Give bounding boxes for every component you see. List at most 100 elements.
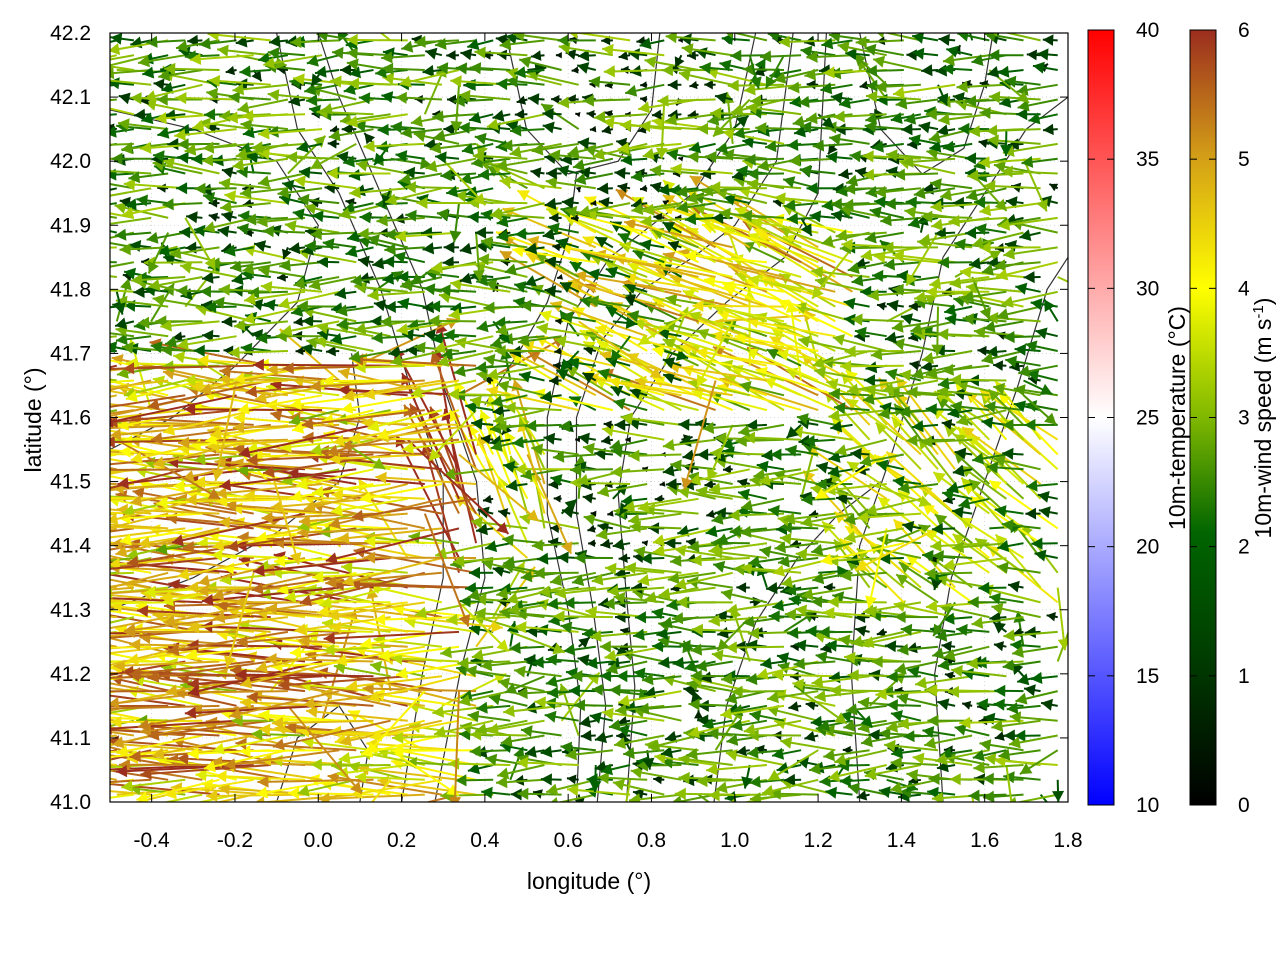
- wind-vector: [458, 690, 511, 707]
- wind-vector-head: [28, 590, 39, 602]
- wind-vector-head: [147, 670, 160, 683]
- wind-vector-head: [1030, 671, 1043, 684]
- wind-vector-head: [58, 370, 70, 382]
- wind-vector: [695, 659, 733, 672]
- wind-vector: [110, 660, 186, 676]
- wind-vector-head: [726, 734, 739, 746]
- wind-vector: [889, 778, 939, 794]
- wind-vector-head: [935, 753, 948, 765]
- wind-vector-head: [1019, 763, 1033, 775]
- wind-vector: [605, 660, 648, 675]
- wind-vector-head: [271, 716, 284, 729]
- wind-vector-head: [1046, 803, 1058, 815]
- wind-vector-shaft: [110, 790, 152, 796]
- wind-vector-head: [876, 628, 886, 637]
- wind-vector-shaft: [110, 754, 169, 766]
- wind-vector-head: [845, 703, 858, 716]
- wind-vector: [664, 730, 682, 743]
- wind-vector-head: [608, 719, 621, 732]
- wind-vector-head: [69, 755, 81, 767]
- wind-vector-shaft: [110, 378, 117, 382]
- wind-vector-shaft: [271, 719, 374, 725]
- wind-vector-head: [476, 701, 488, 714]
- wind-vector-head: [790, 671, 799, 681]
- wind-vector: [776, 652, 802, 665]
- wind-vector-head: [256, 786, 268, 799]
- wind-vector-head: [811, 675, 824, 688]
- wind-vector-head: [690, 669, 702, 682]
- wind-vector: [392, 731, 460, 744]
- wind-vector-head: [560, 741, 573, 754]
- wind-vector-head: [26, 715, 38, 727]
- wind-vector-head: [203, 760, 216, 773]
- wind-vector: [110, 704, 117, 707]
- wind-vector-head: [629, 793, 641, 802]
- wind-vector-head: [825, 786, 837, 799]
- wind-vector-shaft: [110, 644, 117, 648]
- wind-vector-head: [976, 698, 989, 711]
- wind-vector-head: [124, 623, 136, 636]
- wind-vector: [725, 690, 768, 704]
- wind-vector-shaft: [143, 725, 271, 737]
- wind-vector-head: [31, 554, 43, 566]
- wind-vector-shaft: [475, 566, 536, 648]
- wind-vector: [517, 787, 562, 800]
- wind-vector-shaft: [239, 749, 323, 753]
- wind-vector-head: [119, 758, 130, 771]
- wind-vector: [580, 729, 596, 742]
- wind-vector-head: [137, 719, 150, 731]
- wind-vector: [185, 645, 271, 661]
- wind-vector: [298, 635, 408, 648]
- wind-vector: [235, 668, 374, 681]
- wind-vector-head: [458, 694, 471, 707]
- wind-vector-head: [43, 686, 54, 698]
- wind-vector-head: [55, 440, 67, 452]
- wind-vector-head: [734, 640, 746, 653]
- wind-vector-head: [391, 652, 403, 665]
- wind-vector-shaft: [187, 675, 323, 686]
- wind-vector: [882, 686, 921, 699]
- wind-vector: [811, 675, 870, 688]
- wind-vector-head: [116, 744, 129, 757]
- wind-vector: [961, 701, 973, 710]
- wind-vectors: [8, 33, 1068, 815]
- wind-vector: [599, 640, 648, 653]
- wind-vector-head: [890, 710, 903, 722]
- wind-vector-head: [864, 768, 877, 780]
- wind-vector-head: [8, 623, 20, 635]
- wind-vector-head: [817, 719, 830, 732]
- wind-vector: [578, 715, 596, 728]
- wind-vector: [110, 764, 135, 772]
- wind-vector: [637, 702, 682, 715]
- wind-vector: [504, 675, 545, 694]
- wind-vector: [110, 718, 117, 722]
- wind-vector-shaft: [370, 779, 392, 802]
- wind-vector: [167, 630, 289, 656]
- wind-vector-shaft: [1005, 764, 1013, 802]
- wind-vector-head: [27, 675, 38, 687]
- wind-vector: [829, 684, 887, 697]
- wind-vector: [1030, 671, 1058, 684]
- wind-vector-head: [721, 672, 733, 685]
- wind-vector: [838, 634, 887, 648]
- wind-vector: [600, 763, 631, 776]
- wind-vector-head: [24, 719, 36, 731]
- wind-vector: [1015, 690, 1058, 705]
- wind-vector: [152, 734, 254, 760]
- wind-vector-shaft: [235, 673, 374, 678]
- wind-vector-head: [90, 413, 102, 425]
- wind-vector-head: [956, 623, 968, 636]
- wind-vector-head: [72, 642, 84, 654]
- wind-vector-head: [11, 757, 23, 769]
- wind-vector-head: [720, 707, 733, 720]
- wind-vector: [625, 779, 632, 802]
- wind-vector-head: [303, 697, 315, 710]
- wind-vector-head: [829, 684, 841, 697]
- wind-vector-shaft: [158, 673, 288, 678]
- wind-vector-shaft: [167, 630, 289, 653]
- wind-vector-shaft: [147, 660, 271, 680]
- wind-vector: [110, 754, 169, 766]
- wind-vector-head: [165, 787, 177, 800]
- wind-vector: [147, 660, 271, 683]
